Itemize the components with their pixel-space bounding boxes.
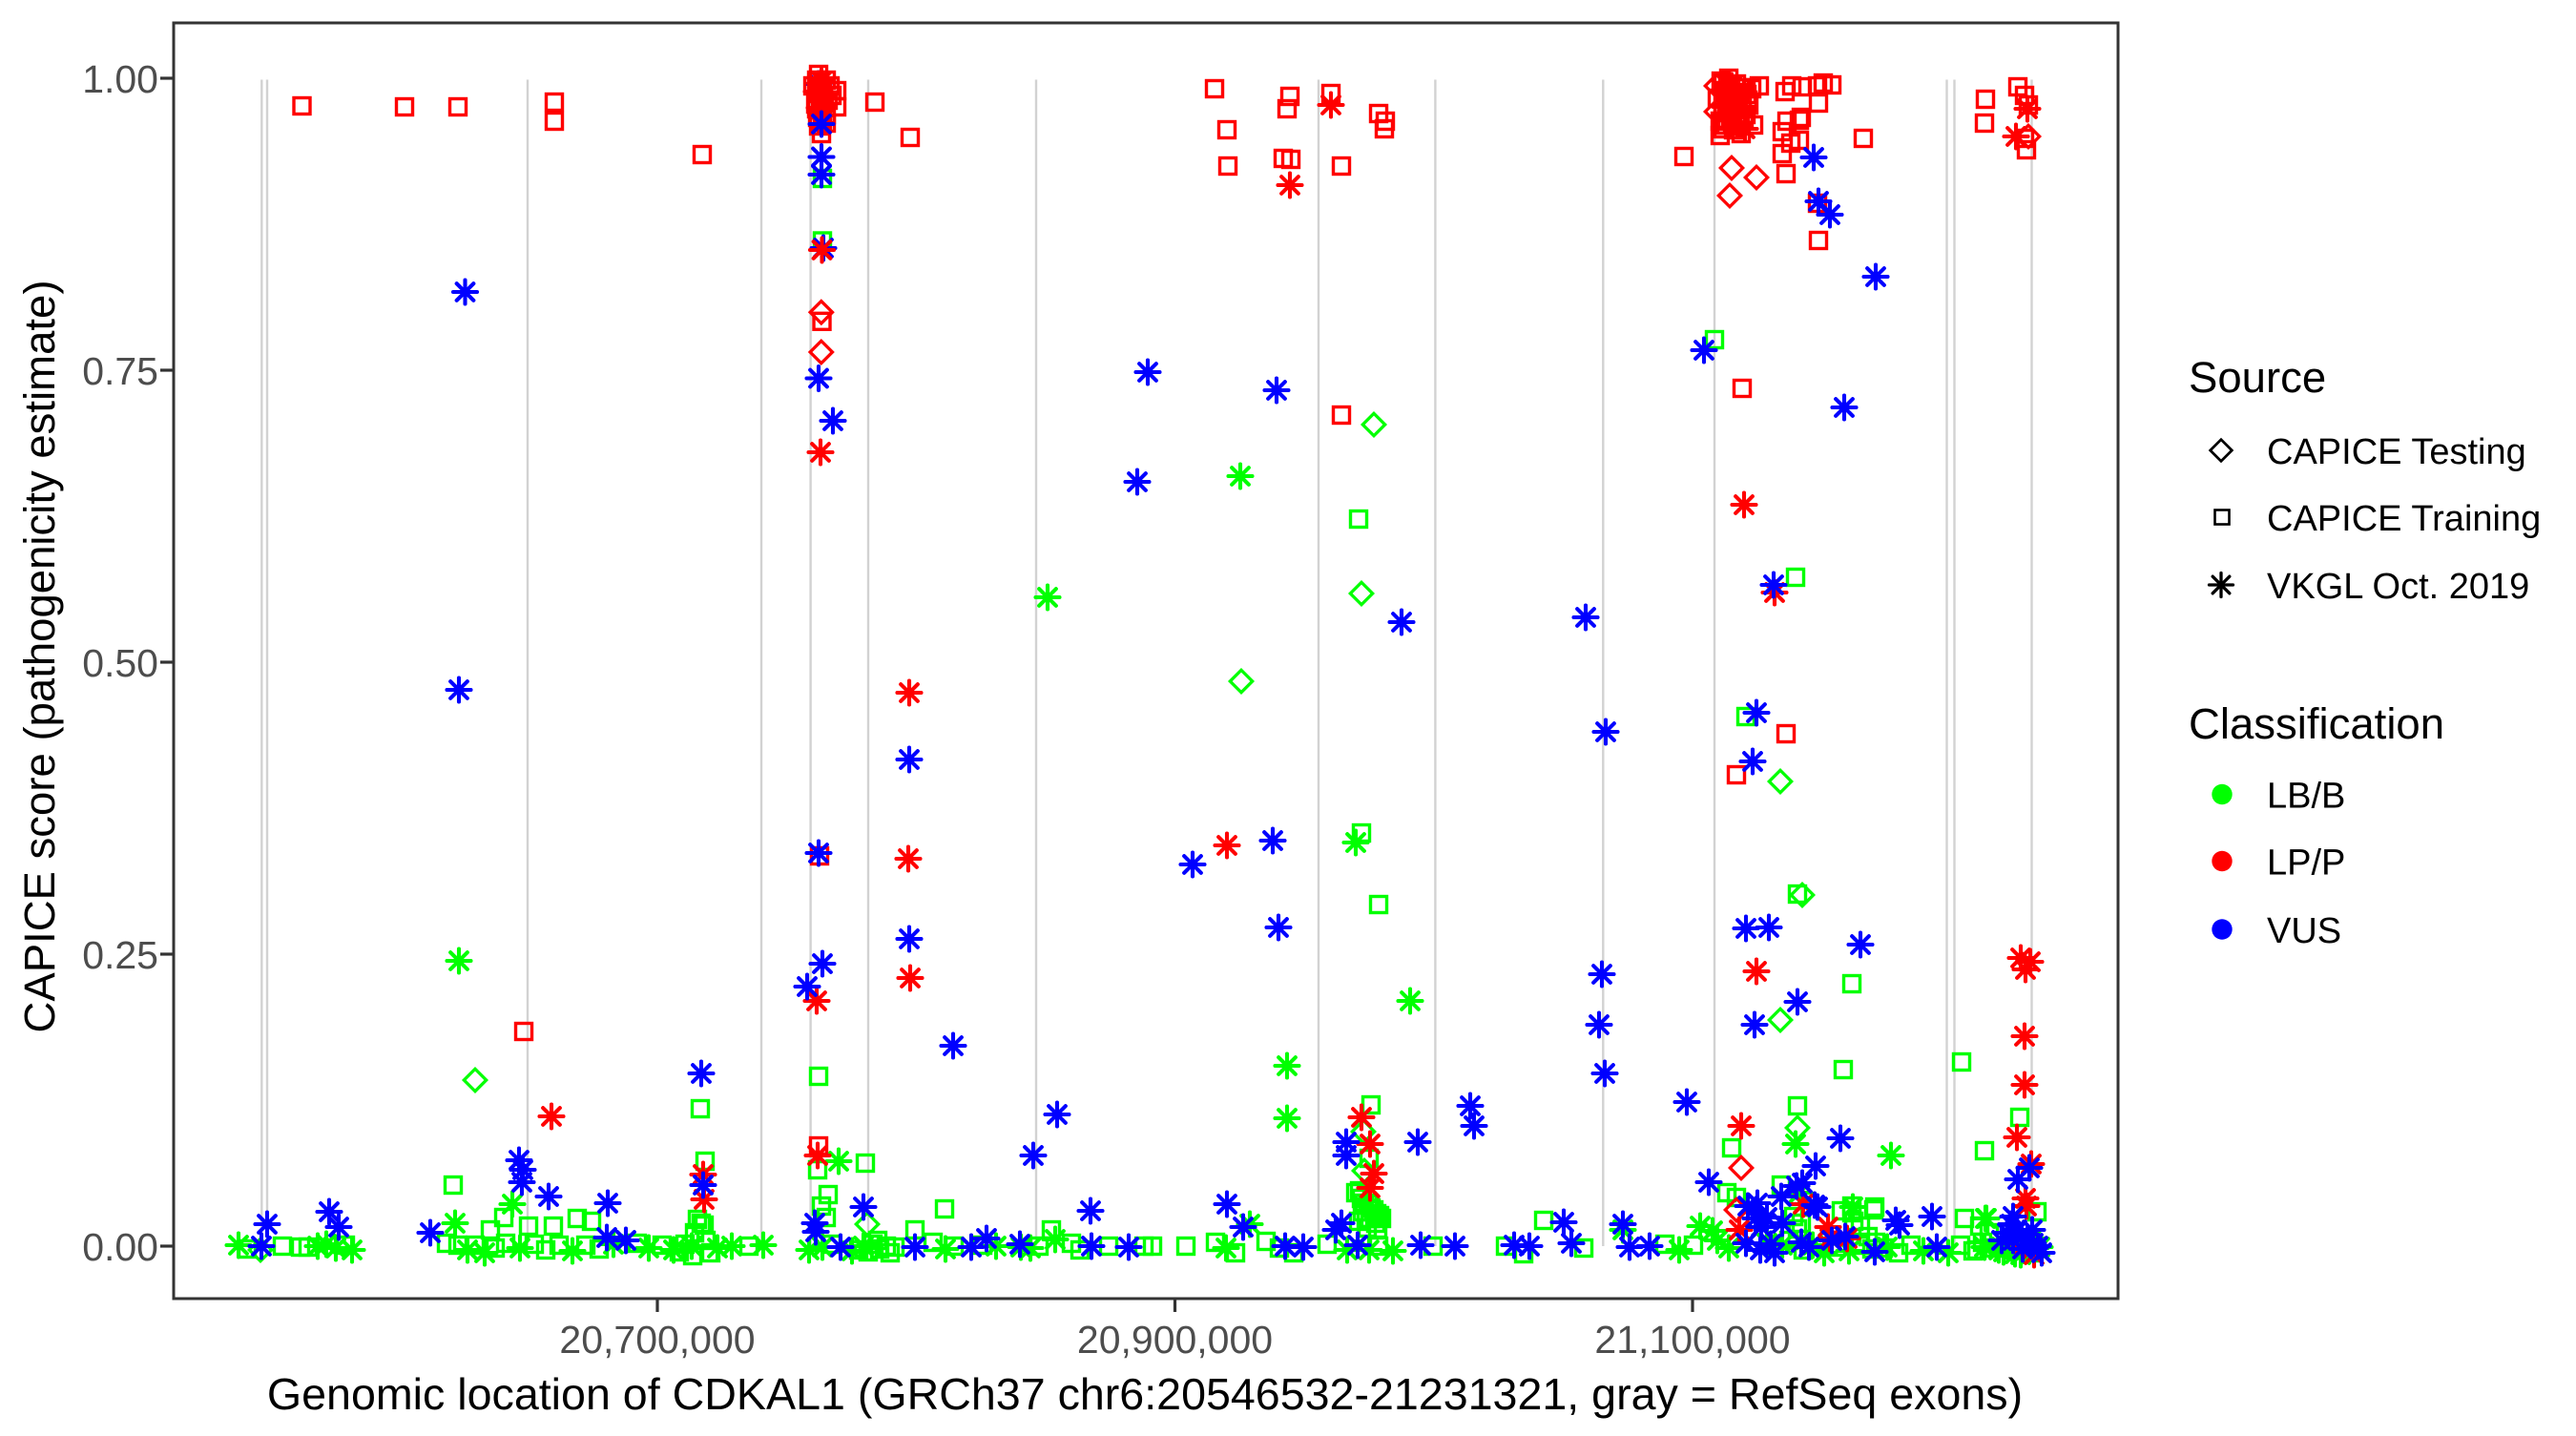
svg-text:0.00: 0.00 — [82, 1225, 158, 1269]
svg-text:CAPICE score (pathogenicity es: CAPICE score (pathogenicity estimate) — [15, 281, 64, 1033]
svg-text:0.25: 0.25 — [82, 933, 158, 977]
svg-text:LP/P: LP/P — [2267, 843, 2345, 884]
svg-text:1.00: 1.00 — [82, 57, 158, 101]
svg-text:20,900,000: 20,900,000 — [1077, 1318, 1273, 1362]
svg-text:Source: Source — [2189, 353, 2326, 402]
svg-text:VKGL Oct. 2019: VKGL Oct. 2019 — [2267, 567, 2529, 607]
svg-text:CAPICE Testing: CAPICE Testing — [2267, 432, 2526, 472]
svg-text:CAPICE Training: CAPICE Training — [2267, 499, 2541, 539]
svg-text:Classification: Classification — [2189, 699, 2444, 748]
svg-text:0.50: 0.50 — [82, 641, 158, 685]
svg-text:0.75: 0.75 — [82, 349, 158, 393]
svg-text:20,700,000: 20,700,000 — [559, 1318, 755, 1362]
svg-text:21,100,000: 21,100,000 — [1594, 1318, 1790, 1362]
svg-text:VUS: VUS — [2267, 911, 2341, 951]
svg-text:LB/B: LB/B — [2267, 777, 2345, 817]
svg-text:Genomic location of CDKAL1 (GR: Genomic location of CDKAL1 (GRCh37 chr6:… — [267, 1369, 2023, 1419]
